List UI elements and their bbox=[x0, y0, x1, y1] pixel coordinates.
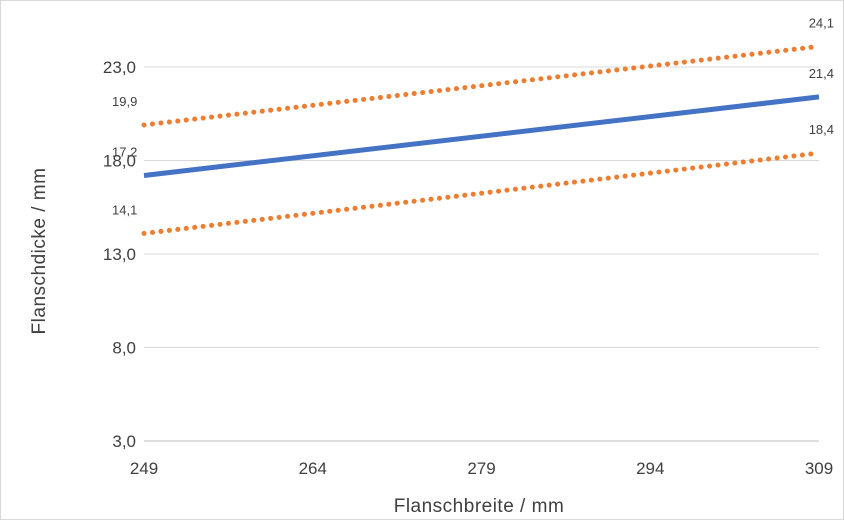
series-group bbox=[141, 43, 822, 236]
y-tick-label: 3,0 bbox=[112, 432, 136, 451]
data-label: 19,9 bbox=[112, 94, 137, 109]
series-line-1 bbox=[141, 43, 822, 128]
data-label: 21,4 bbox=[809, 66, 834, 81]
y-axis-ticks: 3,0 8,0 13,0 18,0 23,0 bbox=[103, 58, 136, 451]
x-tick-label: 294 bbox=[636, 459, 664, 478]
x-tick-label: 264 bbox=[299, 459, 327, 478]
series-line-3 bbox=[141, 150, 822, 236]
data-label: 14,1 bbox=[112, 202, 137, 217]
y-tick-label: 18,0 bbox=[103, 152, 136, 171]
y-tick-label: 13,0 bbox=[103, 245, 136, 264]
x-tick-label: 279 bbox=[467, 459, 495, 478]
series-line-2 bbox=[143, 94, 820, 178]
data-label: 17,2 bbox=[112, 144, 137, 159]
y-axis-title: Flanschdicke / mm bbox=[29, 168, 50, 335]
data-label: 18,4 bbox=[809, 122, 834, 137]
data-label: 24,1 bbox=[809, 15, 834, 30]
y-tick-label: 23,0 bbox=[103, 58, 136, 77]
x-tick-label: 249 bbox=[130, 459, 158, 478]
x-axis-title: Flanschbreite / mm bbox=[394, 496, 565, 517]
gridlines bbox=[144, 66, 819, 442]
x-tick-label: 309 bbox=[805, 459, 833, 478]
x-axis-ticks: 249 264 279 294 309 bbox=[130, 459, 833, 478]
data-labels: 19,9 24,1 17,2 21,4 14,1 18,4 bbox=[112, 15, 834, 217]
y-tick-label: 8,0 bbox=[112, 339, 136, 358]
